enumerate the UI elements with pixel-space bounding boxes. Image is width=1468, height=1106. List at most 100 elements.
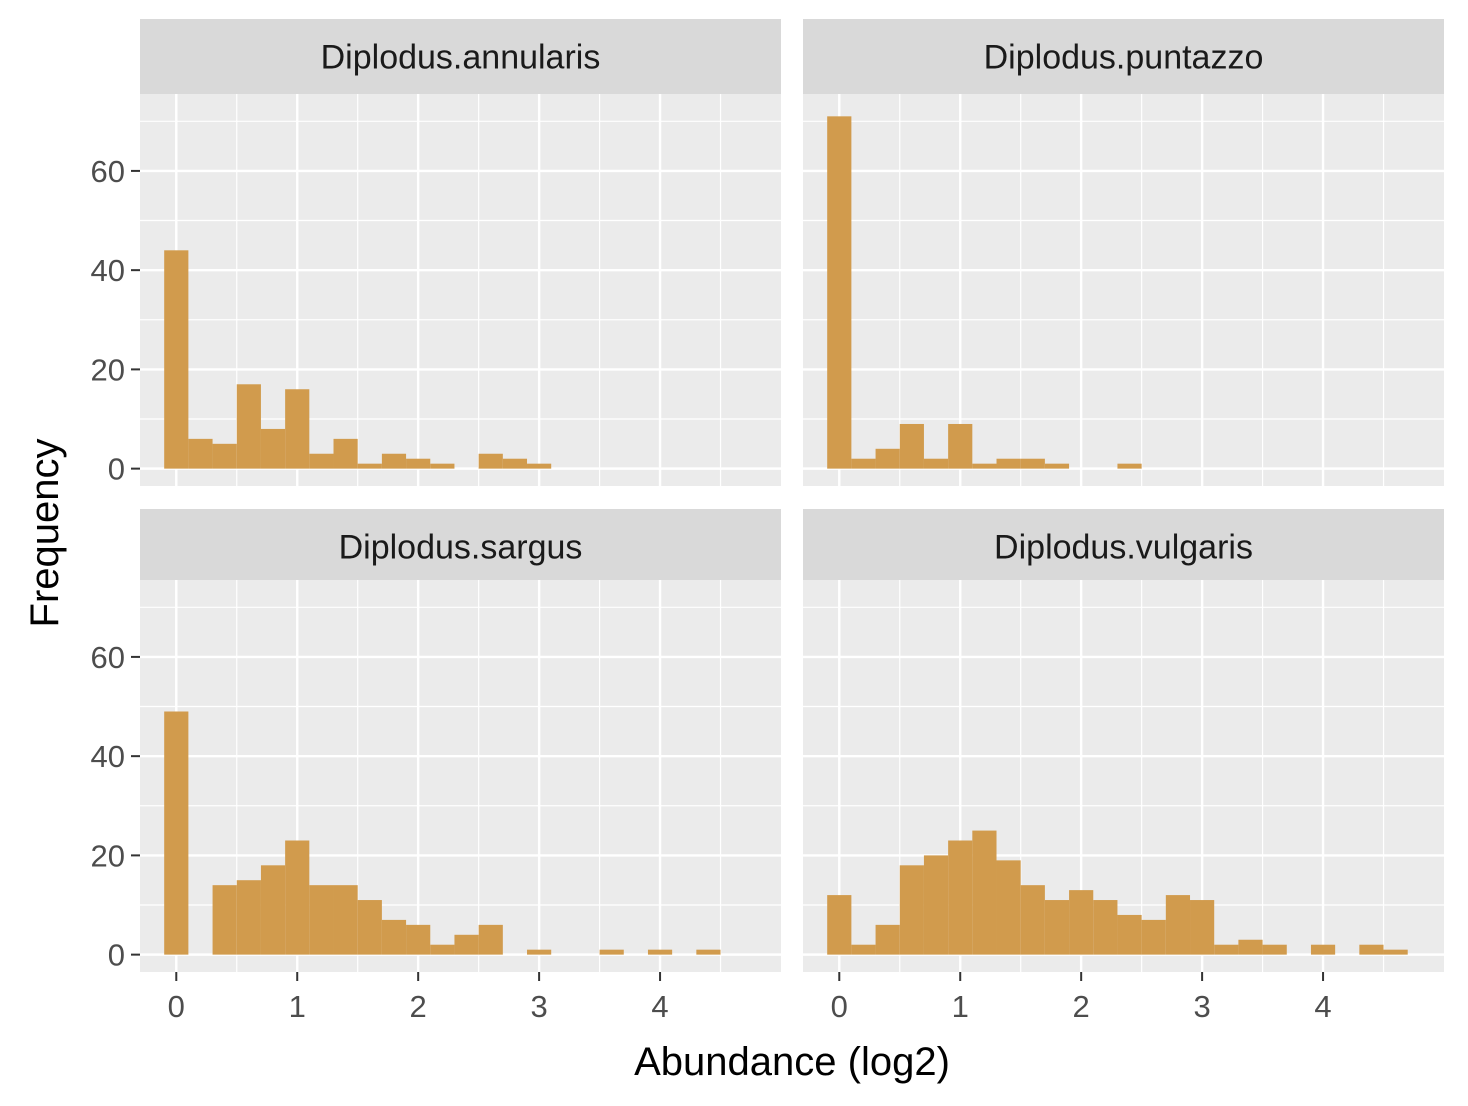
y-tick-label: 60	[91, 154, 125, 189]
histogram-bar	[1214, 944, 1239, 955]
histogram-bar	[599, 949, 624, 955]
y-tick-label: 20	[91, 838, 125, 873]
x-tick-label: 1	[289, 989, 306, 1024]
histogram-bar	[923, 855, 949, 955]
histogram-bar	[357, 900, 382, 955]
facet-strip	[803, 19, 1444, 94]
panel-background	[140, 94, 781, 486]
x-tick-label: 3	[530, 989, 547, 1024]
facet-strip	[803, 509, 1444, 584]
histogram-bar	[357, 463, 382, 469]
histogram-bar	[875, 448, 900, 469]
x-tick-label: 4	[651, 989, 668, 1024]
histogram-bar	[285, 840, 310, 955]
x-tick-label: 1	[952, 989, 969, 1024]
histogram-bar	[527, 949, 552, 955]
facet-strip-label: Diplodus.sargus	[339, 529, 583, 567]
panel-background	[803, 580, 1444, 972]
x-tick-label: 3	[1193, 989, 1210, 1024]
histogram-bar	[478, 924, 503, 955]
histogram-bar	[1020, 885, 1045, 955]
histogram-bar	[309, 453, 334, 469]
y-tick-label: 40	[91, 253, 125, 288]
histogram-bar	[827, 895, 852, 955]
facet-strip-label: Diplodus.annularis	[321, 39, 601, 77]
histogram-bar	[647, 949, 673, 955]
histogram-bar	[454, 934, 479, 955]
facet-panel: Diplodus.sargus 0 20 40 60 0 1 2 3 4	[91, 509, 781, 1024]
histogram-bar	[851, 458, 876, 469]
histogram-bar	[212, 443, 237, 469]
x-tick-label: 2	[410, 989, 427, 1024]
y-tick-label: 0	[108, 452, 125, 487]
histogram-bar	[1383, 949, 1408, 955]
histogram-bar	[502, 458, 528, 469]
histogram-bar	[696, 949, 721, 955]
histogram-bar	[948, 423, 973, 469]
histogram-bar	[948, 840, 973, 955]
histogram-bar	[309, 885, 334, 955]
histogram-bar	[875, 924, 900, 955]
y-tick-label: 60	[91, 640, 125, 675]
x-tick-label: 4	[1314, 989, 1331, 1024]
histogram-bar	[164, 250, 189, 469]
histogram-bar	[188, 438, 213, 469]
histogram-bar	[236, 880, 261, 955]
facet-panel: Diplodus.vulgaris 0 1 2 3 4	[803, 509, 1444, 1024]
histogram-bar	[260, 428, 286, 469]
histogram-bar	[1044, 900, 1070, 955]
y-tick-label: 20	[91, 352, 125, 387]
histogram-bar	[996, 860, 1021, 955]
facet-strip-label: Diplodus.puntazzo	[984, 39, 1264, 77]
y-tick-label: 40	[91, 739, 125, 774]
histogram-bar	[1262, 944, 1287, 955]
histogram-bar	[333, 885, 358, 955]
histogram-bar	[1141, 919, 1166, 955]
y-axis-title: Frequency	[23, 439, 67, 628]
panel-background	[803, 94, 1444, 486]
x-axis-title: Abundance (log2)	[634, 1040, 950, 1084]
facet-strip-label: Diplodus.vulgaris	[994, 529, 1253, 567]
histogram-bar	[851, 944, 876, 955]
histogram-bar	[899, 423, 924, 469]
histogram-bar	[1117, 914, 1142, 955]
histogram-bar	[1190, 900, 1215, 955]
facet-strip	[140, 19, 781, 94]
histogram-bar	[1238, 939, 1263, 955]
x-tick-label: 0	[831, 989, 848, 1024]
histogram-bar	[1093, 900, 1118, 955]
histogram-bar	[972, 830, 997, 955]
histogram-bar	[381, 453, 407, 469]
facet-panel: Diplodus.puntazzo	[803, 19, 1444, 486]
histogram-bar	[1020, 458, 1045, 469]
histogram-bar	[1044, 463, 1070, 469]
histogram-bar	[972, 463, 997, 469]
histogram-bar	[899, 865, 924, 955]
x-tick-label: 2	[1073, 989, 1090, 1024]
histogram-bar	[1310, 944, 1336, 955]
histogram-bar	[430, 944, 455, 955]
facet-strip	[140, 509, 781, 584]
histogram-bar	[430, 463, 455, 469]
histogram-bar	[923, 458, 949, 469]
histogram-bar	[212, 885, 237, 955]
histogram-bar	[827, 116, 852, 469]
histogram-bar	[1069, 890, 1094, 955]
histogram-bar	[527, 463, 552, 469]
x-tick-label: 0	[168, 989, 185, 1024]
histogram-bar	[1359, 944, 1384, 955]
histogram-bar	[406, 458, 431, 469]
histogram-bar	[236, 384, 261, 469]
facet-panel: Diplodus.annularis 0 20 40 60	[91, 19, 781, 487]
histogram-bar	[285, 389, 310, 469]
histogram-bar	[164, 711, 189, 955]
histogram-bar	[996, 458, 1021, 469]
histogram-bar	[1117, 463, 1142, 469]
y-tick-label: 0	[108, 938, 125, 973]
histogram-bar	[260, 865, 286, 955]
histogram-bar	[333, 438, 358, 469]
histogram-bar	[478, 453, 503, 469]
histogram-bar	[381, 919, 407, 955]
histogram-bar	[406, 924, 431, 955]
